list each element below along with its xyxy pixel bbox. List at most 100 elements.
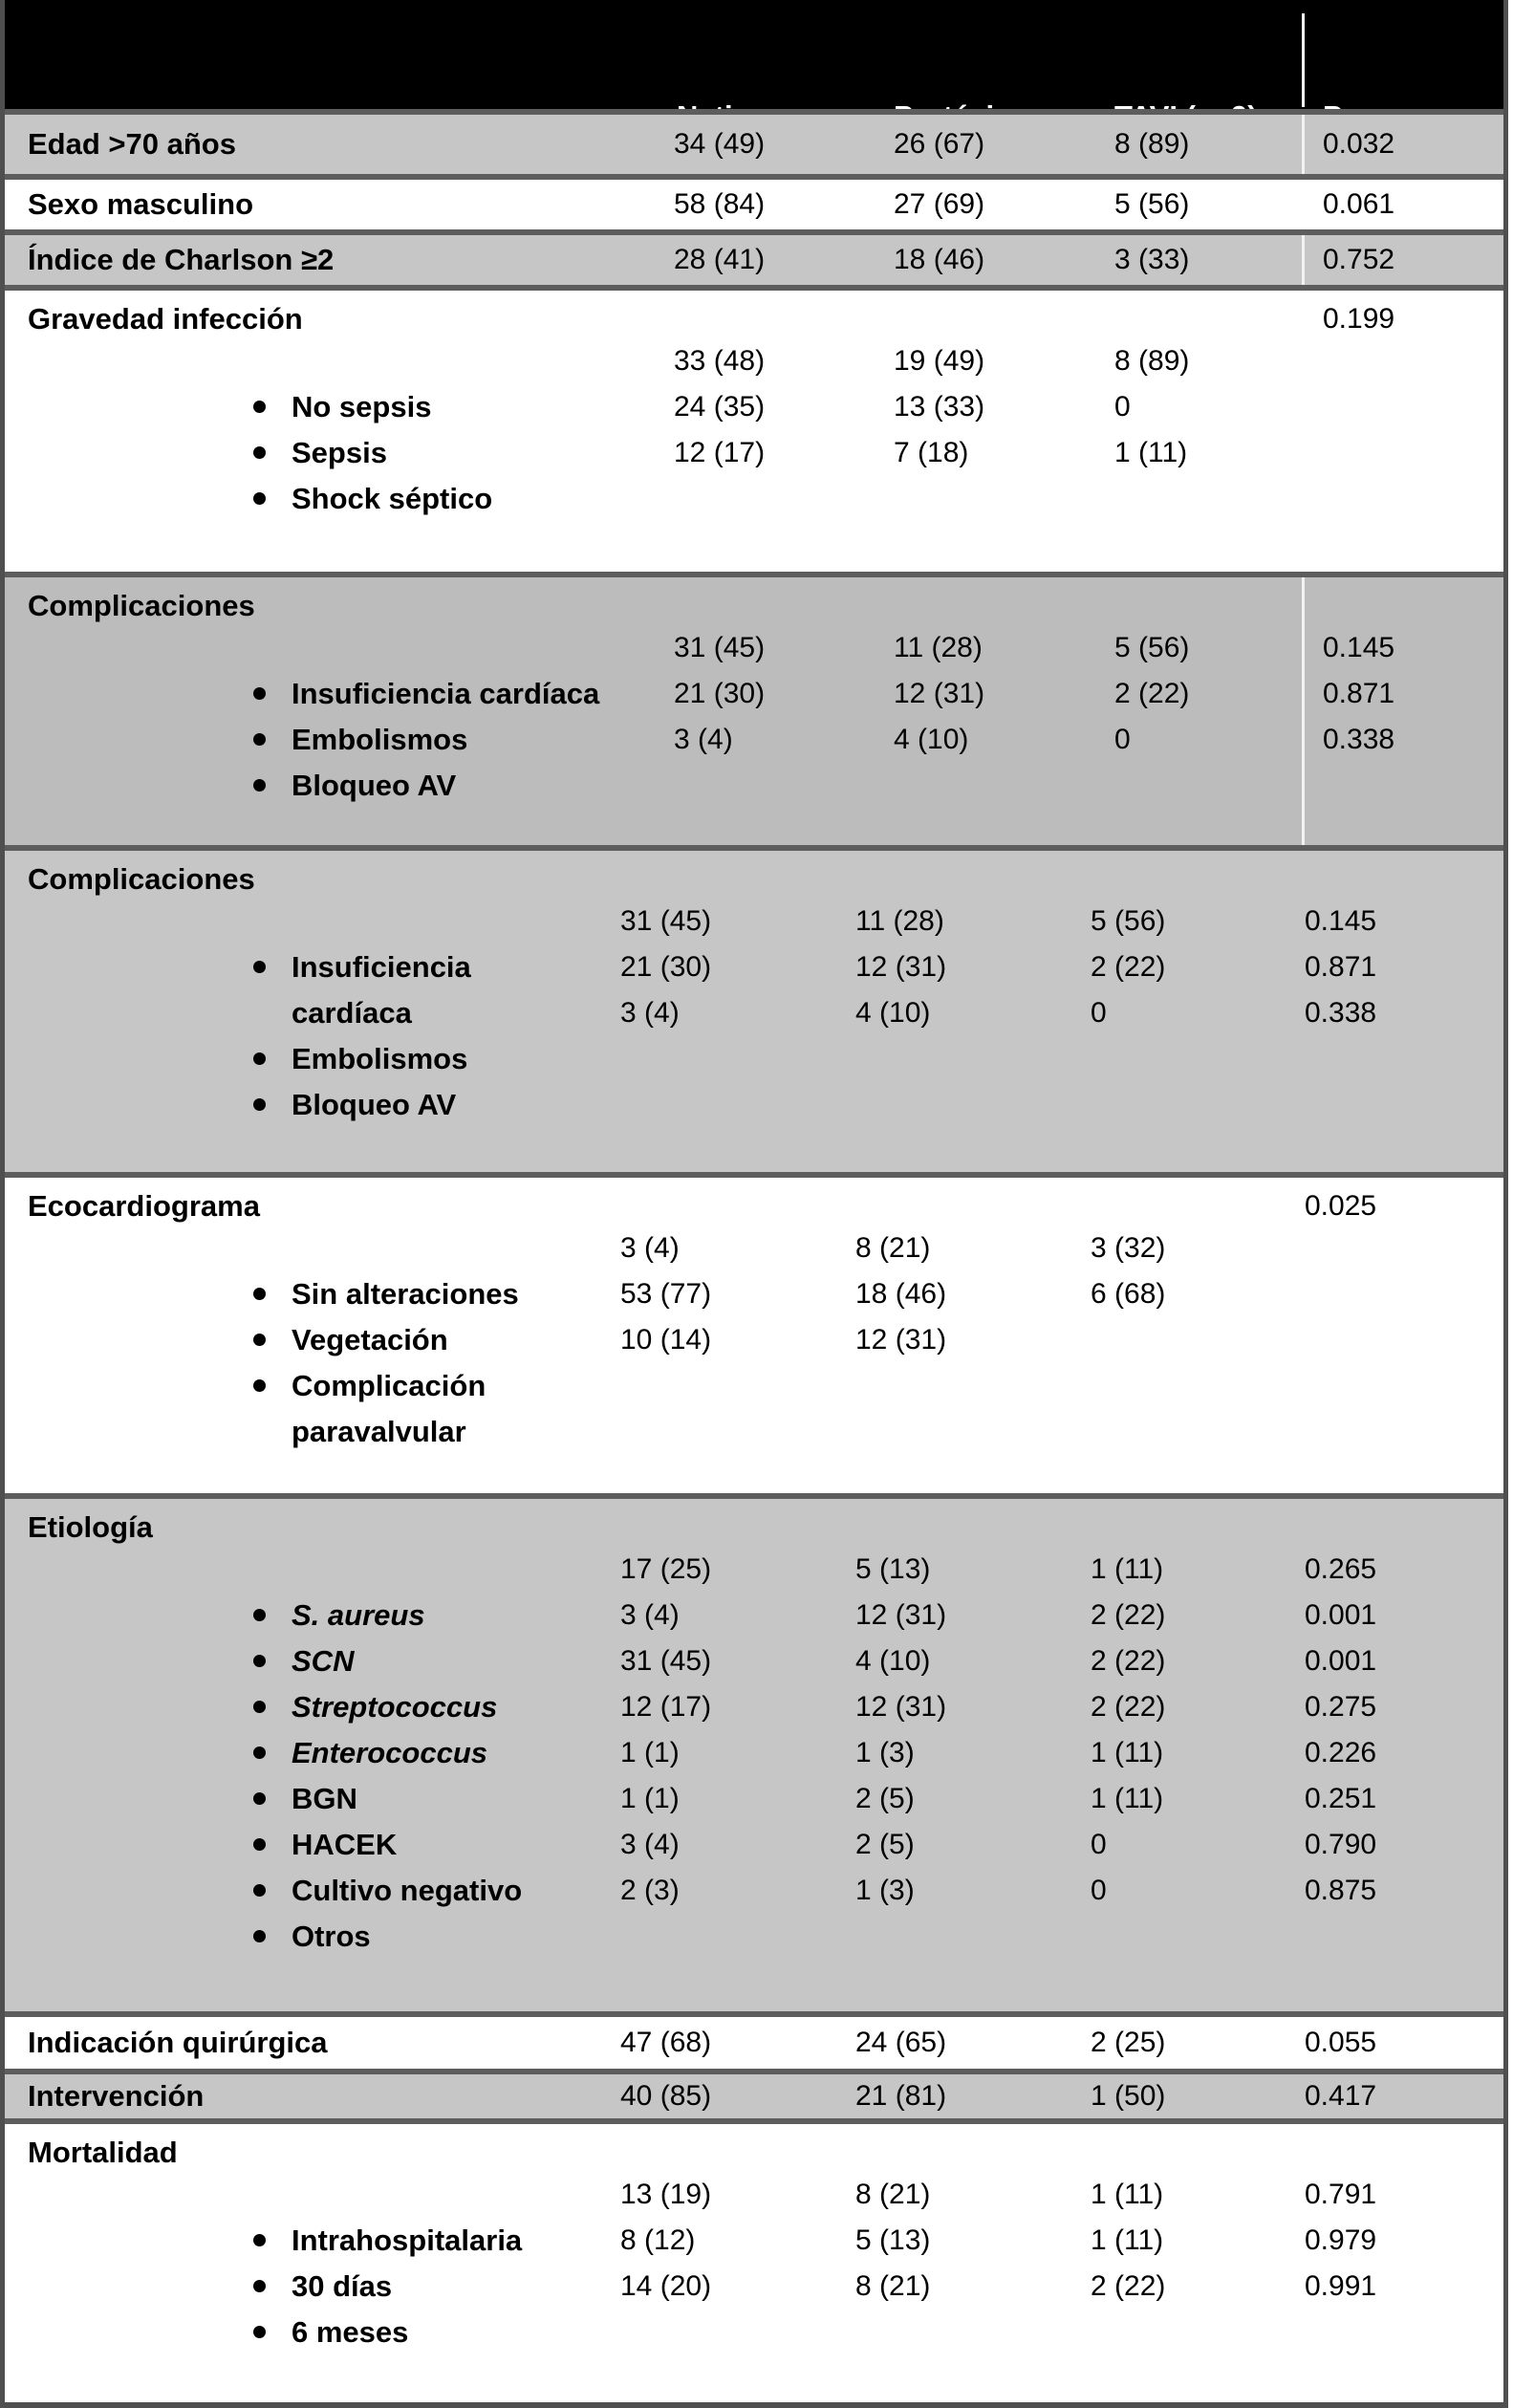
cell-nativa: 21 (30) (620, 951, 712, 983)
cell-p-value: 0.001 (1305, 1599, 1377, 1631)
bullet-label-line: 6 meses (292, 2315, 409, 2349)
section-title: Complicaciones (28, 862, 255, 896)
cell-p-value: 0.061 (1323, 188, 1395, 220)
cell-tavi: 1 (11) (1114, 437, 1188, 468)
cell-tavi: 8 (89) (1114, 128, 1190, 160)
cell-nativa: 53 (77) (620, 1278, 712, 1310)
row-label: Índice de Charlson ≥2 (28, 243, 335, 276)
bullet-label: Sepsis (292, 430, 387, 476)
cell-tavi: 2 (22) (1091, 2270, 1166, 2302)
cell-p-value: 0.032 (1323, 128, 1395, 160)
bullet-label: Complicación paravalvular (292, 1363, 486, 1455)
bullet-item: BGN (253, 1776, 522, 1822)
bullet-item: 6 meses (253, 2310, 522, 2355)
cell-tavi: 2 (22) (1091, 1599, 1166, 1631)
bullet-label: Sin alteraciones (292, 1271, 519, 1317)
bullet-label-line: Shock séptico (292, 482, 493, 515)
bullet-item: 30 días (253, 2264, 522, 2310)
cell-protesica: 12 (31) (855, 951, 947, 983)
bullet-label-line: Bloqueo AV (292, 1088, 457, 1121)
cell-nativa: 14 (20) (620, 2270, 712, 2302)
section-title: Mortalidad (28, 2136, 178, 2169)
bullet-label-line: Sepsis (292, 436, 387, 469)
cell-nativa: 12 (17) (674, 437, 766, 468)
cell-p-value: 0.145 (1305, 905, 1377, 937)
cell-tavi: 5 (56) (1091, 905, 1166, 937)
cell-protesica: 1 (3) (855, 1737, 915, 1768)
cell-nativa: 24 (35) (674, 391, 766, 423)
cell-protesica: 13 (33) (894, 391, 985, 423)
cell-nativa: 8 (12) (620, 2224, 696, 2256)
cell-tavi: 2 (22) (1091, 1691, 1166, 1723)
bullet-dot-icon (253, 1609, 266, 1621)
bullet-item: Otros (253, 1914, 522, 1960)
bullet-dot-icon (253, 1792, 266, 1805)
cell-tavi: 1 (50) (1091, 2080, 1166, 2112)
cell-nativa: 31 (45) (674, 632, 766, 663)
cell-tavi: 0 (1091, 1829, 1107, 1860)
bullet-dot-icon (253, 733, 266, 746)
bullet-label: Embolismos (292, 717, 467, 763)
cell-protesica: 8 (21) (855, 2179, 931, 2210)
cell-tavi: 0 (1091, 1875, 1107, 1906)
bullet-label-line: Bloqueo AV (292, 769, 457, 802)
cell-protesica: 5 (13) (855, 1553, 931, 1585)
bullet-item: Insuficiencia cardíaca (253, 944, 471, 1036)
cell-nativa: 28 (41) (674, 244, 766, 275)
cell-nativa: 17 (25) (620, 1553, 712, 1585)
bullet-label-line: SCN (292, 1644, 355, 1678)
cell-protesica: 2 (5) (855, 1783, 915, 1814)
cell-p-value: 0.001 (1305, 1645, 1377, 1677)
cell-tavi: 5 (56) (1114, 188, 1190, 220)
cell-tavi: 0 (1114, 724, 1131, 755)
bullet-item: Bloqueo AV (253, 763, 599, 809)
bullet-label-line: HACEK (292, 1828, 398, 1861)
cell-protesica: 8 (21) (855, 2270, 931, 2302)
bullet-dot-icon (253, 1746, 266, 1759)
bullet-dot-icon (253, 1884, 266, 1897)
cell-tavi: 2 (22) (1091, 951, 1166, 983)
cell-protesica: 2 (5) (855, 1829, 915, 1860)
cell-protesica: 5 (13) (855, 2224, 931, 2256)
bullet-label: Bloqueo AV (292, 1082, 456, 1128)
cell-nativa: 3 (4) (620, 1599, 680, 1631)
bullet-label: BGN (292, 1776, 357, 1822)
bullet-label-line: Embolismos (292, 723, 468, 756)
bullet-label: Insuficiencia cardíaca (292, 671, 599, 717)
cell-tavi: 1 (11) (1091, 1737, 1164, 1768)
bullet-label-line: 30 días (292, 2269, 393, 2303)
cell-protesica: 24 (65) (855, 2027, 947, 2058)
p-column-separator (1302, 115, 1305, 174)
cell-protesica: 7 (18) (894, 437, 969, 468)
cell-tavi: 0 (1114, 391, 1131, 423)
bullet-item: Sin alteraciones (253, 1271, 519, 1317)
bullet-dot-icon (253, 2280, 266, 2292)
cell-protesica: 11 (28) (894, 632, 983, 663)
bullet-label: Vegetación (292, 1317, 448, 1363)
cell-p-value: 0.338 (1305, 997, 1377, 1029)
cell-protesica: 4 (10) (855, 1645, 931, 1677)
bullet-label-line: Complicación (292, 1369, 486, 1402)
bullet-dot-icon (253, 492, 266, 505)
bullet-dot-icon (253, 1655, 266, 1667)
cell-tavi: 6 (68) (1091, 1278, 1166, 1310)
bullet-label-line: Insuficiencia cardíaca (292, 677, 600, 710)
bullet-dot-icon (253, 1052, 266, 1065)
bullet-item: HACEK (253, 1822, 522, 1868)
bullet-label: Insuficiencia cardíaca (292, 944, 471, 1036)
section-title: Etiología (28, 1510, 153, 1544)
cell-protesica: 4 (10) (855, 997, 931, 1029)
cell-tavi: 2 (22) (1114, 678, 1190, 709)
cell-p-value: 0.055 (1305, 2027, 1377, 2058)
bullet-dot-icon (253, 2326, 266, 2338)
section-intervencion: Intervención 40 (85) 21 (81) 1 (50) 0.417 (5, 2069, 1503, 2118)
cell-nativa: 10 (14) (620, 1324, 712, 1356)
cell-protesica: 26 (67) (894, 128, 985, 160)
bullet-label: Enterococcus (292, 1730, 487, 1776)
bullet-dot-icon (253, 2234, 266, 2246)
section-indice-charlson: Índice de Charlson ≥2 28 (41) 18 (46) 3 (33… (5, 229, 1503, 285)
bullet-label-line: Sin alteraciones (292, 1277, 519, 1311)
cell-tavi: 2 (22) (1091, 1645, 1166, 1677)
cell-protesica: 12 (31) (894, 678, 985, 709)
